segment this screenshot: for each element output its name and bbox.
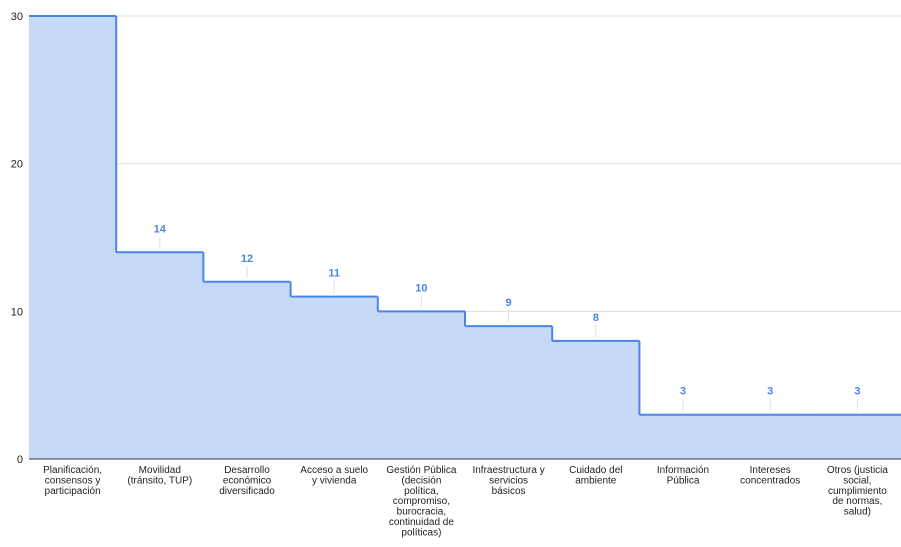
labels: 14 12 11 10 9 8 3 3 3 Planificación, consensos y pa… (43, 223, 888, 538)
y-tick-label: 0 (17, 454, 23, 466)
x-tick-label-line: Cuidado del (569, 465, 622, 476)
x-tick-label: Cuidado del ambiente (569, 465, 622, 486)
area-fill (29, 16, 901, 459)
y-tick-label: 10 (11, 306, 23, 318)
x-tick-label-line: participación (45, 486, 101, 497)
x-tick-label-line: Gestión Pública (386, 465, 456, 476)
x-tick-label-line: Acceso a suelo (300, 465, 368, 476)
x-tick-label-line: compromiso, (393, 496, 450, 507)
x-tick-label-line: (decisión (401, 475, 441, 486)
x-tick-label: Desarrollo económico diversificado (219, 465, 275, 497)
x-tick-label: Información Pública (657, 465, 709, 486)
x-tick-label-line: básicos (492, 486, 526, 497)
x-tick-label: Acceso a suelo y vivienda (300, 465, 368, 486)
data-label: 3 (854, 386, 860, 398)
y-tick-label: 20 (11, 159, 23, 171)
x-tick-label-line: servicios (489, 475, 528, 486)
data-label: 14 (154, 223, 167, 235)
x-tick-label-line: burocracia, (397, 507, 446, 518)
x-tick-label-line: ambiente (575, 475, 617, 486)
y-tick-label: 30 (11, 11, 23, 23)
x-tick-label-line: social, (843, 475, 871, 486)
x-tick-label-line: Planificación, (43, 465, 102, 476)
x-tick-label-line: políticas) (401, 527, 441, 538)
x-tick-label-line: diversificado (219, 486, 275, 497)
data-label: 3 (680, 386, 686, 398)
x-tick-label-line: y vivienda (312, 475, 357, 486)
x-tick-label-line: política, (404, 486, 438, 497)
x-tick-label-line: Pública (667, 475, 700, 486)
x-tick-label-line: Infraestructura y (472, 465, 544, 476)
x-tick-label-line: concentrados (740, 475, 800, 486)
x-tick-label: Intereses concentrados (740, 465, 800, 486)
plot-area (29, 15, 901, 459)
data-label: 3 (767, 386, 773, 398)
x-tick-label-line: Otros (justicia (827, 465, 889, 476)
x-tick-label: Gestión Pública (decisión política, comprom… (386, 465, 456, 538)
x-tick-label: Movilidad (tránsito, TUP) (127, 465, 192, 486)
x-tick-label: Otros (justicia social, cumplimiento de nor… (827, 465, 889, 518)
x-tick-label-line: continuidad de (389, 517, 454, 528)
x-tick-label-line: económico (223, 475, 272, 486)
x-tick-label-line: Información (657, 465, 709, 476)
x-tick-label-line: de normas, (832, 496, 882, 507)
data-label: 11 (328, 268, 340, 280)
x-tick-label-line: Desarrollo (224, 465, 270, 476)
x-tick-label-line: (tránsito, TUP) (127, 475, 192, 486)
x-tick-label-line: cumplimiento (828, 486, 887, 497)
axes: 0 10 20 30 (11, 11, 901, 466)
x-tick-label: Infraestructura y servicios básicos (472, 465, 544, 497)
data-label: 9 (506, 297, 512, 309)
x-tick-label-line: salud) (844, 507, 871, 518)
data-label: 8 (593, 312, 599, 324)
x-tick-label-line: consensos y (45, 475, 101, 486)
x-tick-label: Planificación, consensos y participación (43, 465, 102, 497)
x-tick-label-line: Intereses (750, 465, 791, 476)
x-tick-label-line: Movilidad (139, 465, 181, 476)
data-label: 10 (415, 282, 427, 294)
data-label: 12 (241, 253, 253, 265)
